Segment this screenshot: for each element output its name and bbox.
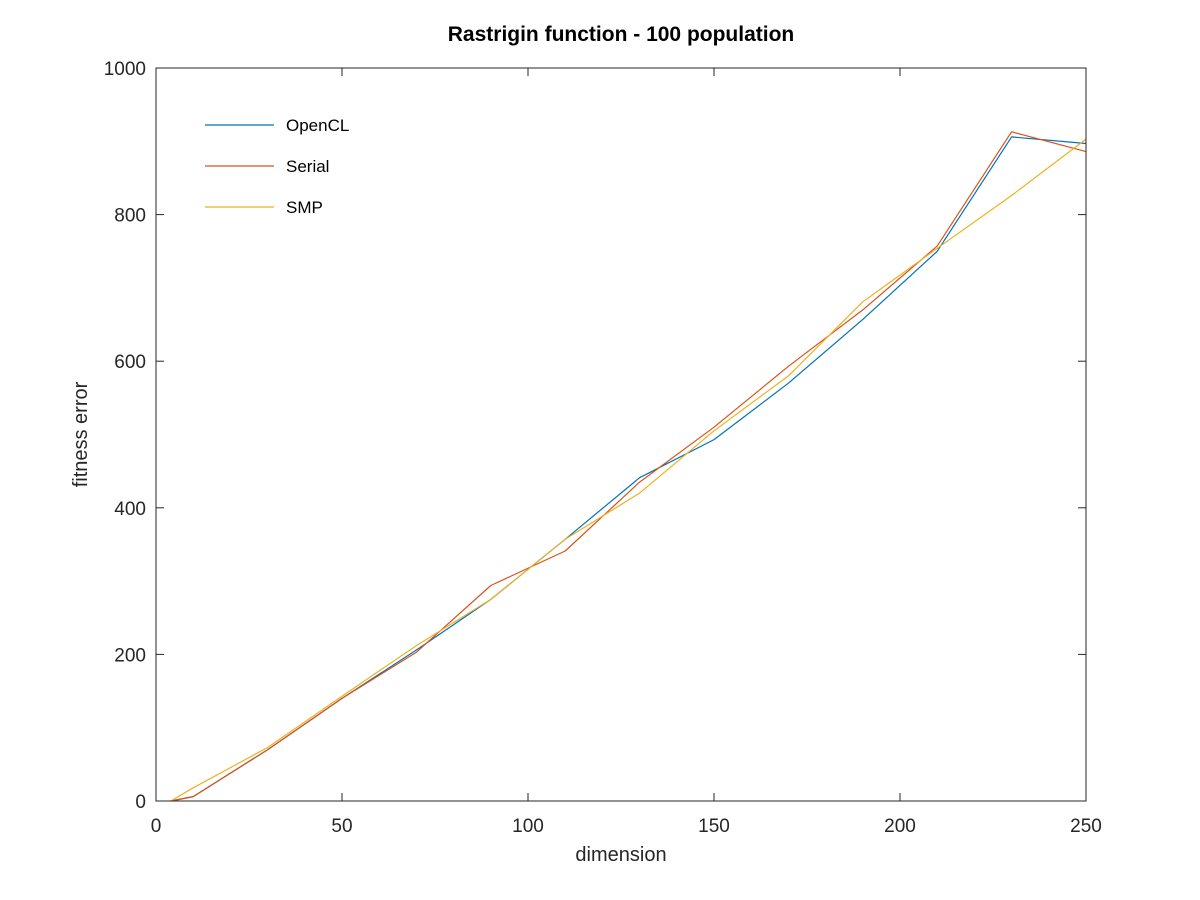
y-axis-label: fitness error <box>70 381 92 487</box>
legend-label-smp: SMP <box>286 198 323 217</box>
x-tick-label: 0 <box>151 816 162 837</box>
series-line-smp <box>170 138 1087 802</box>
y-tick-label: 200 <box>114 645 146 666</box>
y-tick-label: 0 <box>135 792 146 813</box>
axis-ticks: 0 50 100 150 200 250 0 200 400 600 800 1000 <box>104 59 1102 837</box>
chart-title: Rastrigin function - 100 population <box>448 23 795 46</box>
y-tick-label: 1000 <box>104 59 146 80</box>
x-axis-label: dimension <box>575 844 666 866</box>
y-tick-label: 400 <box>114 499 146 520</box>
legend: OpenCL Serial SMP <box>205 116 349 217</box>
legend-label-serial: Serial <box>286 157 329 176</box>
legend-label-opencl: OpenCL <box>286 116 349 135</box>
x-tick-label: 200 <box>884 816 916 837</box>
x-tick-label: 50 <box>331 816 352 837</box>
series-lines <box>170 131 1087 802</box>
y-tick-label: 600 <box>114 352 146 373</box>
x-tick-label: 100 <box>512 816 544 837</box>
plot-area-frame <box>155 67 1087 802</box>
y-tick-label: 800 <box>114 206 146 227</box>
x-tick-label: 150 <box>698 816 730 837</box>
x-tick-label: 250 <box>1070 816 1102 837</box>
